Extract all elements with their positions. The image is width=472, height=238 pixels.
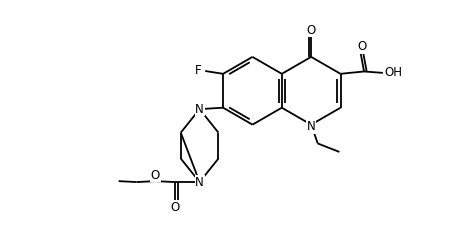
Text: N: N: [195, 176, 204, 188]
Text: N: N: [195, 103, 204, 116]
Text: O: O: [306, 24, 316, 37]
Text: O: O: [170, 201, 180, 214]
Text: OH: OH: [384, 66, 402, 79]
Text: O: O: [151, 169, 160, 182]
Text: O: O: [357, 40, 366, 54]
Text: F: F: [195, 64, 202, 77]
Text: N: N: [307, 120, 316, 133]
